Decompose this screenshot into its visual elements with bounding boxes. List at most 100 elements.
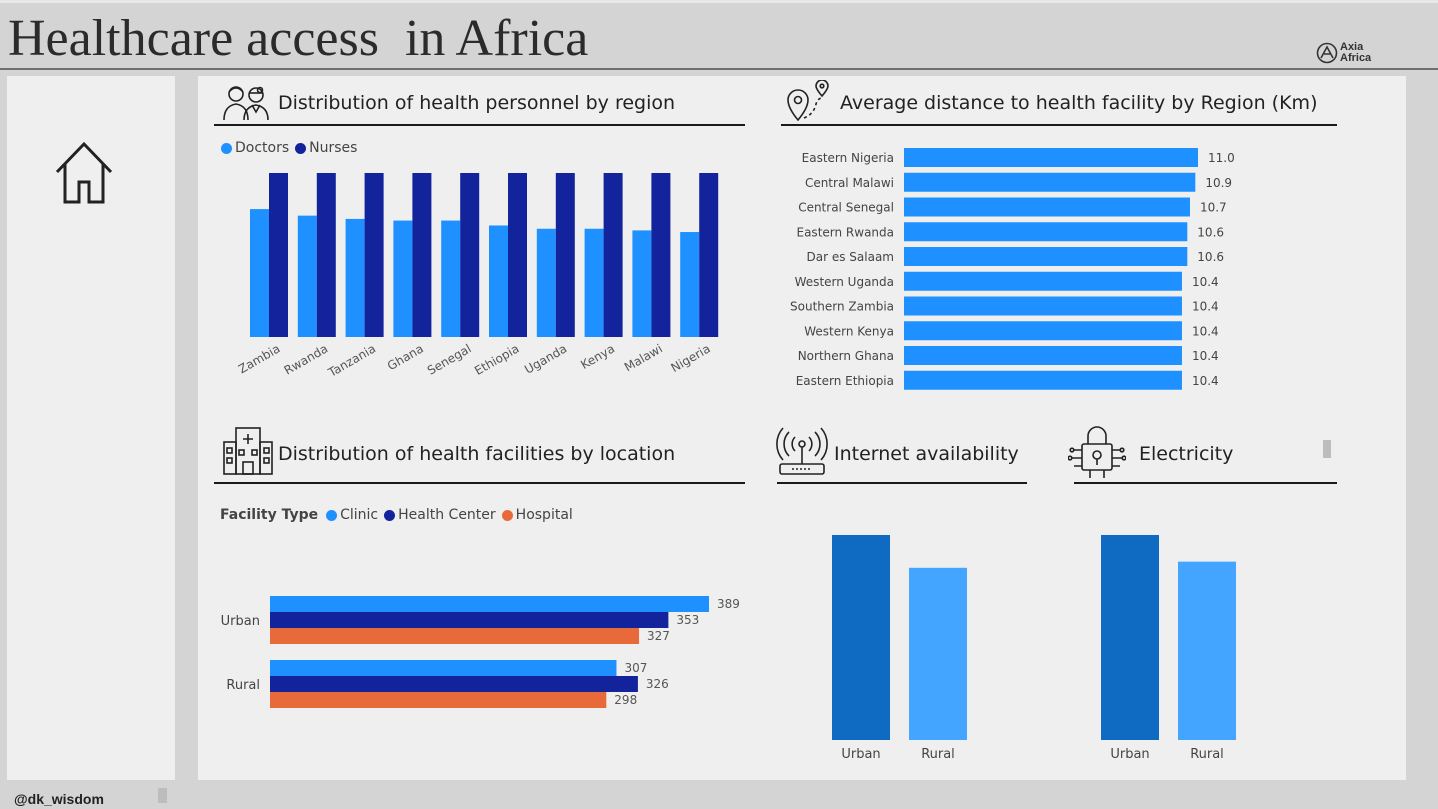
x-tick-nigeria: Nigeria bbox=[669, 341, 713, 375]
doctors-bar-nigeria bbox=[680, 232, 700, 337]
x-tick-ethiopia: Ethiopia bbox=[472, 341, 521, 378]
distance-bar-eastern-nigeria bbox=[904, 148, 1198, 167]
legend-health-center-label: Health Center bbox=[398, 507, 496, 523]
nurses-bar-rwanda bbox=[316, 173, 336, 337]
sidebar bbox=[7, 76, 175, 780]
health-center-bar-rural bbox=[270, 676, 638, 692]
distance-bar-eastern-ethiopia bbox=[904, 370, 1182, 390]
distance-value-dar-es-salaam: 10.6 bbox=[1197, 250, 1224, 264]
distance-value-western-kenya: 10.4 bbox=[1192, 324, 1219, 338]
region-label-northern-ghana: Northern Ghana bbox=[798, 349, 894, 363]
distance-divider bbox=[781, 124, 1337, 126]
x-tick-malawi: Malawi bbox=[622, 341, 665, 374]
personnel-section-title: Distribution of health personnel by regi… bbox=[278, 92, 676, 114]
facilities-chart: Urban 389 353 327 Rural 307 326 298 bbox=[221, 596, 740, 708]
hospital-value-urban: 327 bbox=[647, 629, 670, 643]
legend-doctors[interactable]: Doctors bbox=[221, 140, 289, 156]
health-center-bar-urban bbox=[270, 612, 669, 628]
legend-clinic[interactable]: Clinic bbox=[326, 507, 378, 523]
rural-tick: Rural bbox=[1190, 747, 1224, 762]
legend-nurses-label: Nurses bbox=[309, 140, 358, 156]
region-label-dar-es-salaam: Dar es Salaam bbox=[807, 250, 895, 264]
region-label-western-kenya: Western Kenya bbox=[804, 324, 894, 338]
doctors-bar-tanzania bbox=[345, 218, 365, 337]
distance-bar-eastern-rwanda bbox=[904, 222, 1188, 242]
doctors-bar-senegal bbox=[441, 220, 461, 337]
hospital-bar-rural bbox=[270, 692, 607, 708]
facilities-section-title: Distribution of health facilities by loc… bbox=[278, 443, 676, 465]
urban-tick: Urban bbox=[841, 747, 880, 762]
internet-chart: Urban Rural bbox=[832, 535, 967, 762]
distance-value-central-senegal: 10.7 bbox=[1200, 201, 1227, 215]
distance-section-title: Average distance to health facility by R… bbox=[840, 92, 1318, 114]
legend-health-center[interactable]: Health Center bbox=[384, 507, 496, 523]
author-handle: @dk_wisdom bbox=[14, 791, 104, 807]
legend-hospital[interactable]: Hospital bbox=[501, 507, 573, 523]
health-center-value-rural: 326 bbox=[646, 677, 669, 691]
distance-bar-central-senegal bbox=[904, 197, 1190, 217]
distance-bar-dar-es-salaam bbox=[904, 247, 1188, 266]
hospital-value-rural: 298 bbox=[614, 693, 637, 707]
logo-line2: Africa bbox=[1340, 52, 1372, 64]
x-tick-kenya: Kenya bbox=[578, 341, 617, 371]
x-tick-rwanda: Rwanda bbox=[282, 341, 331, 377]
x-tick-senegal: Senegal bbox=[425, 341, 474, 377]
nurses-bar-tanzania bbox=[364, 173, 384, 337]
electricity-section-title: Electricity bbox=[1139, 443, 1234, 465]
distance-value-eastern-rwanda: 10.6 bbox=[1197, 225, 1224, 239]
urban-bar bbox=[832, 535, 890, 740]
doctors-bar-zambia bbox=[250, 209, 269, 337]
facilities-divider bbox=[214, 482, 745, 484]
distance-value-western-uganda: 10.4 bbox=[1192, 275, 1219, 289]
region-label-eastern-ethiopia: Eastern Ethiopia bbox=[796, 374, 894, 388]
location-label-rural: Rural bbox=[226, 678, 260, 693]
axia-africa-logo: Axia Africa bbox=[1316, 40, 1386, 66]
internet-divider bbox=[777, 482, 1027, 484]
electricity-lock-icon bbox=[1068, 426, 1126, 478]
rural-bar bbox=[1178, 561, 1236, 740]
legend-clinic-label: Clinic bbox=[340, 507, 379, 523]
urban-bar bbox=[1101, 535, 1159, 740]
internet-section-title: Internet availability bbox=[834, 443, 1019, 465]
personnel-legend: Doctors Nurses bbox=[221, 140, 363, 156]
nurses-bar-malawi bbox=[651, 173, 671, 337]
distance-value-southern-zambia: 10.4 bbox=[1192, 300, 1219, 314]
facility-type-label: Facility Type bbox=[220, 507, 319, 523]
distance-value-northern-ghana: 10.4 bbox=[1192, 349, 1219, 363]
doctors-dot bbox=[221, 142, 232, 154]
hospital-bar-urban bbox=[270, 628, 640, 644]
health-center-dot bbox=[384, 509, 396, 521]
legend-nurses[interactable]: Nurses bbox=[295, 140, 357, 156]
hospital-building-icon bbox=[223, 427, 273, 475]
region-label-western-uganda: Western Uganda bbox=[795, 275, 894, 289]
doctors-bar-malawi bbox=[632, 230, 652, 337]
footer-scroll-handle[interactable] bbox=[158, 788, 167, 803]
clinic-dot bbox=[326, 509, 338, 521]
rural-bar bbox=[909, 567, 967, 740]
region-label-southern-zambia: Southern Zambia bbox=[790, 300, 894, 314]
legend-hospital-label: Hospital bbox=[515, 507, 573, 523]
hospital-dot bbox=[501, 509, 513, 521]
x-tick-tanzania: Tanzania bbox=[325, 341, 378, 380]
doctors-bar-uganda bbox=[536, 228, 556, 337]
rural-tick: Rural bbox=[921, 747, 955, 762]
electricity-chart: Urban Rural bbox=[1101, 535, 1236, 762]
region-label-central-malawi: Central Malawi bbox=[805, 176, 894, 190]
distance-value-eastern-ethiopia: 10.4 bbox=[1192, 374, 1219, 388]
scroll-handle[interactable] bbox=[1323, 440, 1331, 458]
clinic-bar-rural bbox=[270, 660, 617, 676]
location-pin-icon bbox=[787, 80, 829, 122]
clinic-bar-urban bbox=[270, 596, 709, 612]
nurses-bar-ghana bbox=[412, 173, 432, 337]
region-label-central-senegal: Central Senegal bbox=[798, 201, 894, 215]
nurses-bar-nigeria bbox=[699, 173, 719, 337]
doctors-bar-ethiopia bbox=[489, 225, 508, 337]
clinic-value-urban: 389 bbox=[717, 597, 740, 611]
nurses-bar-zambia bbox=[269, 173, 288, 337]
home-icon[interactable] bbox=[53, 140, 115, 206]
distance-value-eastern-nigeria: 11.0 bbox=[1208, 151, 1235, 165]
x-tick-ghana: Ghana bbox=[385, 341, 426, 373]
location-label-urban: Urban bbox=[221, 614, 260, 629]
doctors-icon bbox=[223, 86, 269, 121]
